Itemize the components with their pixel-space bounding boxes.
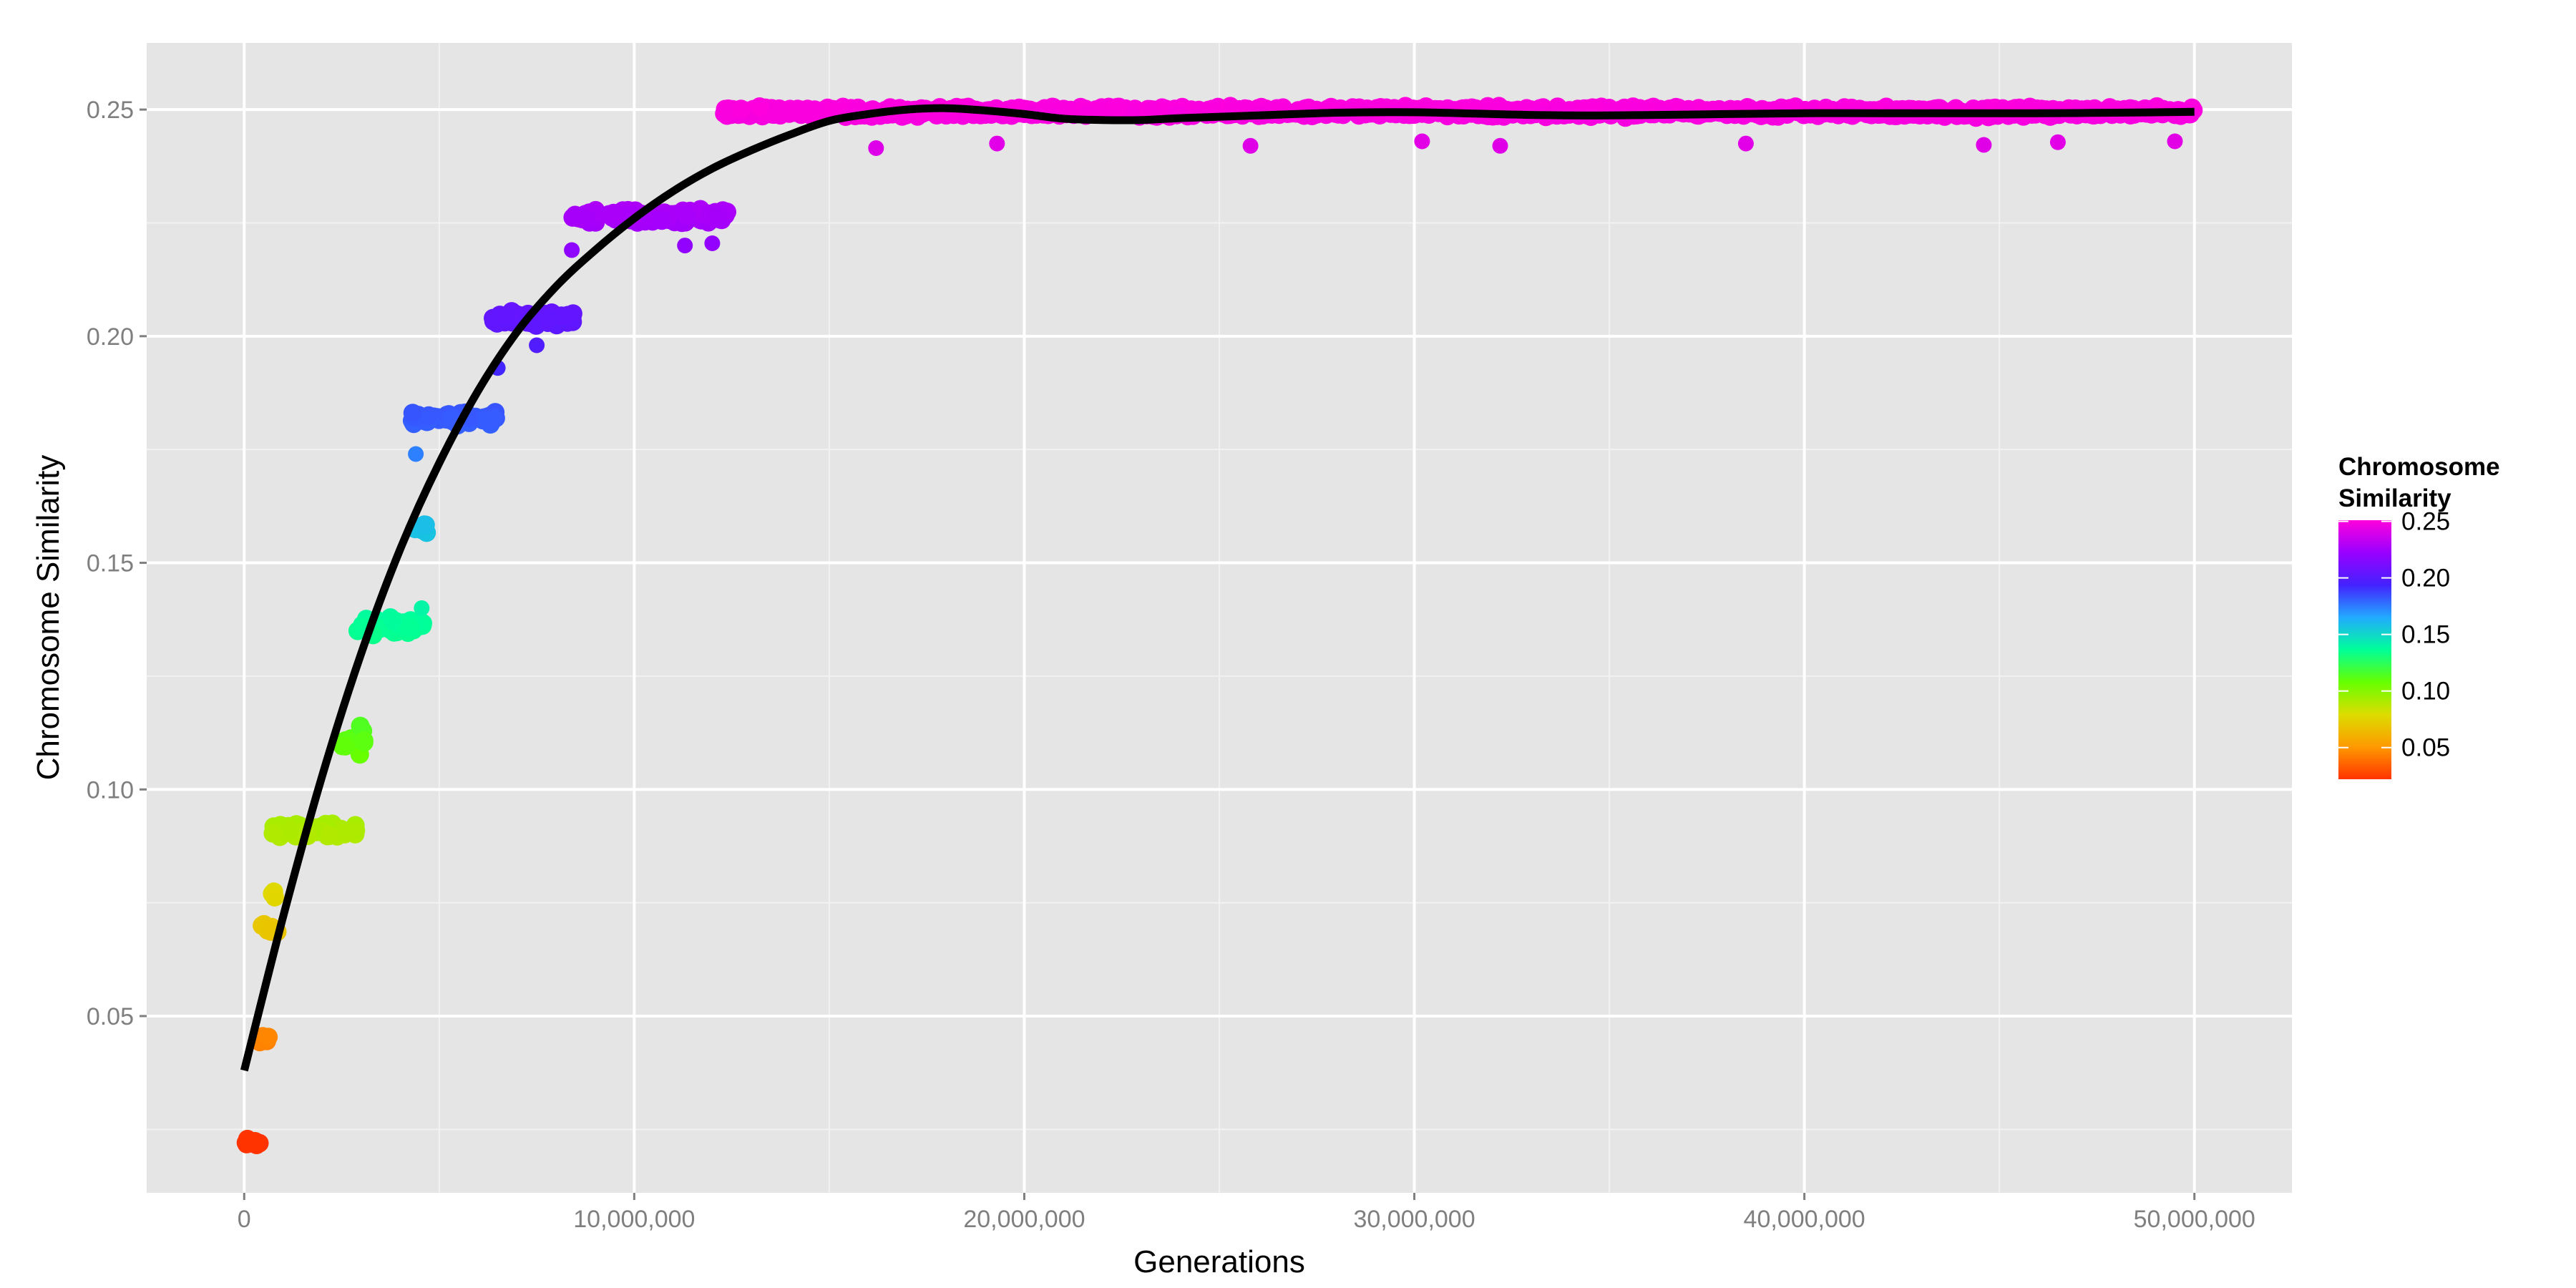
x-axis-ticks: 0 10,000,000 20,000,000 30,000,000 40,000,00… xyxy=(238,1193,2255,1233)
y-tick-label: 0.05 xyxy=(87,1003,134,1030)
data-point xyxy=(414,600,430,616)
grid-major xyxy=(147,43,2292,1193)
data-point xyxy=(989,135,1005,152)
y-tick-label: 0.25 xyxy=(87,97,134,124)
data-point xyxy=(259,1028,278,1047)
legend-tick-label: 0.05 xyxy=(2401,734,2450,762)
data-point xyxy=(280,821,300,840)
y-axis-ticks: 0.05 0.10 0.15 0.20 0.25 xyxy=(87,97,147,1030)
data-point xyxy=(823,99,842,119)
smooth-trend-line xyxy=(240,104,2195,1072)
data-point xyxy=(354,731,374,750)
x-tick-label: 50,000,000 xyxy=(2134,1206,2255,1233)
data-point xyxy=(678,206,696,225)
data-point xyxy=(652,211,671,230)
data-point xyxy=(320,826,339,845)
legend-tick-label: 0.10 xyxy=(2401,678,2450,706)
data-point xyxy=(538,309,557,328)
legend-ticks: 0.25 0.20 0.15 0.10 0.05 xyxy=(2338,508,2450,762)
data-point xyxy=(604,203,623,223)
data-point xyxy=(1414,133,1430,150)
data-point xyxy=(529,337,545,353)
data-point xyxy=(1492,137,1508,154)
y-tick-label: 0.20 xyxy=(87,323,134,351)
legend-colorbar xyxy=(2338,520,2391,779)
data-point xyxy=(564,242,580,258)
data-point xyxy=(263,824,283,843)
x-tick-label: 30,000,000 xyxy=(1353,1206,1475,1233)
data-point xyxy=(497,306,515,326)
grid-minor xyxy=(147,43,2292,1193)
data-point xyxy=(570,209,590,228)
data-point xyxy=(2049,134,2066,150)
data-point xyxy=(704,235,721,251)
data-point xyxy=(340,823,359,841)
data-point xyxy=(351,716,370,736)
data-point xyxy=(333,736,352,756)
data-point xyxy=(250,1133,269,1153)
data-point xyxy=(408,446,424,462)
data-point xyxy=(260,919,280,938)
data-point xyxy=(400,618,419,637)
x-axis-title: Generations xyxy=(1133,1244,1305,1279)
data-point xyxy=(265,887,284,907)
data-point xyxy=(1108,97,1127,117)
legend-tick-label: 0.25 xyxy=(2401,508,2450,536)
data-point xyxy=(774,104,793,123)
x-tick-label: 40,000,000 xyxy=(1744,1206,1865,1233)
data-point xyxy=(403,404,422,423)
data-point xyxy=(1737,135,1754,152)
data-point xyxy=(750,97,769,116)
legend-title-line-2: Similarity xyxy=(2338,484,2451,512)
legend-title-line-1: Chromosome xyxy=(2338,453,2500,481)
legend-tick-label: 0.15 xyxy=(2401,621,2450,649)
x-tick-label: 10,000,000 xyxy=(573,1206,695,1233)
y-axis-title: Chromosome Similarity xyxy=(31,455,66,781)
data-point xyxy=(384,611,403,630)
legend: Chromosome Similarity 0.250.200.150.100.… xyxy=(2338,453,2500,779)
y-tick-label: 0.10 xyxy=(87,776,134,804)
data-point xyxy=(792,100,811,119)
legend-tick-label: 0.20 xyxy=(2401,565,2450,592)
data-point xyxy=(416,515,435,535)
data-point xyxy=(1242,137,1259,154)
x-tick-label: 20,000,000 xyxy=(963,1206,1085,1233)
data-point xyxy=(1976,137,1992,153)
data-point xyxy=(1143,101,1162,120)
data-point xyxy=(868,140,884,156)
x-tick-label: 0 xyxy=(238,1206,251,1233)
data-point xyxy=(2167,133,2183,150)
data-point xyxy=(677,238,693,254)
y-tick-label: 0.15 xyxy=(87,550,134,577)
data-point xyxy=(731,99,751,119)
data-point xyxy=(707,207,726,226)
